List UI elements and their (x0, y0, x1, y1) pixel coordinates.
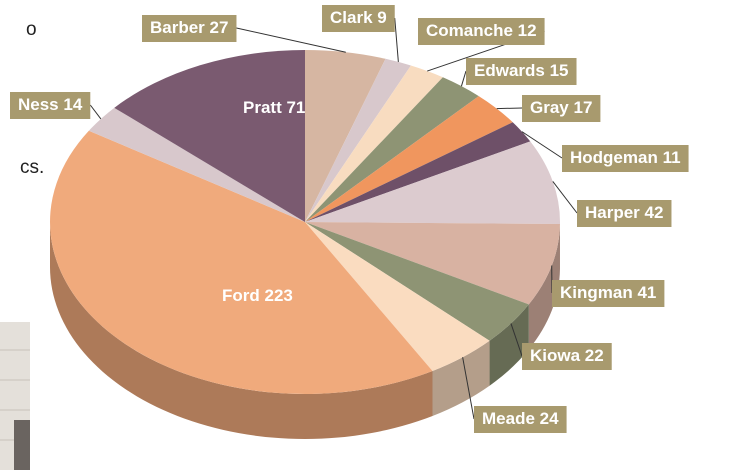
slice-side (50, 222, 433, 439)
label-category: Edwards (474, 61, 545, 80)
label-value: 14 (63, 95, 82, 114)
data-label: Gray 17 (496, 95, 601, 122)
data-label-text: Clark 9 (330, 8, 387, 27)
data-label-text: Meade 24 (482, 409, 559, 428)
data-label-text: Kiowa 22 (530, 346, 604, 365)
data-label-text: Gray 17 (530, 98, 592, 117)
label-value: 11 (663, 148, 681, 167)
label-category: Ness (18, 95, 59, 114)
data-label: Ford 223 (222, 286, 293, 305)
photo (0, 322, 30, 470)
label-box (466, 58, 577, 85)
leader-line (89, 104, 102, 120)
slice-side (489, 304, 529, 386)
data-label-text: Barber 27 (150, 18, 228, 37)
label-value: 41 (637, 283, 656, 302)
data-label-text: Pratt 71 (243, 98, 305, 117)
label-category: Harper (585, 203, 640, 222)
data-label: Kiowa 22 (510, 323, 612, 370)
slice (305, 122, 531, 222)
label-value: 71 (286, 98, 305, 117)
leader-line (552, 181, 578, 214)
leader-line (236, 27, 346, 53)
leader-line (394, 17, 399, 62)
data-label: Kingman 41 (551, 265, 665, 307)
label-value: 15 (550, 61, 569, 80)
label-box (418, 18, 545, 45)
label-category: Kingman (560, 283, 633, 302)
slice (305, 141, 560, 225)
slice-side (432, 340, 490, 416)
label-category: Clark (330, 8, 373, 27)
label-category: Pratt (243, 98, 282, 117)
data-label: Pratt 71 (243, 98, 305, 117)
label-category: Comanche (426, 21, 513, 40)
label-box (10, 92, 91, 119)
slice-side (528, 224, 560, 350)
label-category: Ford (222, 286, 260, 305)
leader-line (462, 357, 475, 420)
slice (305, 222, 490, 371)
slide-text: o (26, 19, 37, 40)
label-category: Barber (150, 18, 205, 37)
label-value: 9 (377, 8, 386, 27)
label-value: 223 (265, 286, 293, 305)
data-label: Edwards 15 (460, 58, 577, 87)
label-box (474, 406, 567, 433)
slice (305, 65, 443, 222)
data-label-text: Comanche 12 (426, 21, 537, 40)
data-label: Hodgeman 11 (521, 131, 689, 172)
slice (305, 50, 386, 222)
data-label: Barber 27 (142, 15, 346, 53)
label-category: Gray (530, 98, 569, 117)
label-value: 12 (518, 21, 537, 40)
label-box (522, 95, 601, 122)
data-label-text: Hodgeman 11 (570, 148, 681, 167)
label-value: 42 (645, 203, 664, 222)
slice (305, 222, 560, 305)
label-value: 22 (585, 346, 604, 365)
slice (88, 107, 305, 222)
slice (305, 58, 411, 222)
data-label-text: Harper 42 (585, 203, 663, 222)
label-box (552, 280, 665, 307)
label-box (142, 15, 237, 42)
leader-line (510, 323, 523, 357)
label-value: 27 (210, 18, 229, 37)
data-label: Ness 14 (10, 92, 102, 120)
data-label: Harper 42 (552, 181, 672, 227)
label-box (322, 5, 395, 32)
data-label: Comanche 12 (418, 18, 545, 72)
label-value: 24 (540, 409, 559, 428)
data-label-text: Kingman 41 (560, 283, 656, 302)
label-box (562, 145, 689, 172)
slice (49, 130, 433, 394)
slide-text: cs. (20, 157, 44, 178)
label-value: 17 (573, 98, 592, 117)
label-box (522, 343, 612, 370)
label-category: Meade (482, 409, 535, 428)
slice (114, 50, 305, 222)
leader-line (521, 131, 563, 159)
data-label-text: Edwards 15 (474, 61, 569, 80)
slice (305, 77, 479, 223)
leader-line (460, 70, 467, 87)
leader-line (496, 107, 523, 110)
label-category: Hodgeman (570, 148, 658, 167)
slice (305, 222, 529, 341)
slice (305, 96, 513, 222)
data-label-text: Ness 14 (18, 95, 83, 114)
data-label: Meade 24 (462, 357, 567, 433)
label-box (577, 200, 672, 227)
label-category: Kiowa (530, 346, 581, 365)
data-label-text: Ford 223 (222, 286, 293, 305)
data-label: Clark 9 (322, 5, 399, 62)
